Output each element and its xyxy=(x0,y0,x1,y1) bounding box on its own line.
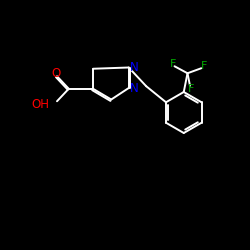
Text: F: F xyxy=(170,59,176,69)
Text: N: N xyxy=(130,61,138,74)
Text: F: F xyxy=(200,61,207,71)
Text: O: O xyxy=(51,67,60,80)
Text: OH: OH xyxy=(31,98,49,111)
Text: N: N xyxy=(130,82,138,94)
Text: F: F xyxy=(188,84,194,94)
